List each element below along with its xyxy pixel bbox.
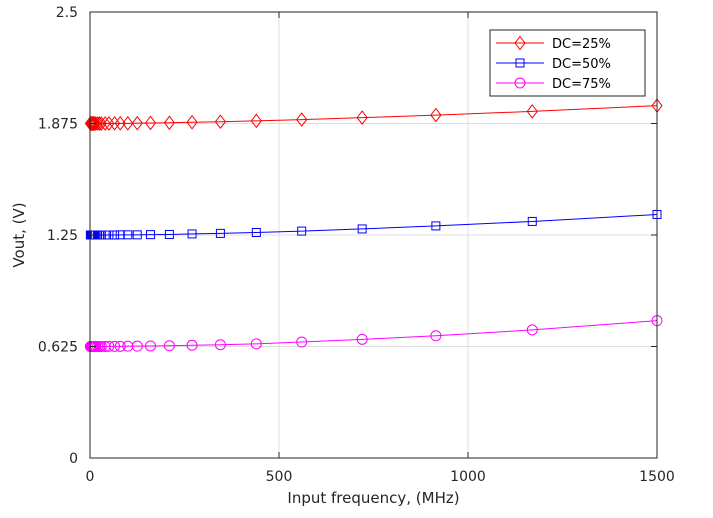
data-point (122, 340, 134, 352)
data-point (187, 229, 197, 239)
data-point (103, 340, 115, 352)
legend-item: DC=75% (496, 77, 611, 92)
data-point (164, 229, 174, 239)
data-point (99, 116, 111, 131)
x-tick-label: 500 (266, 469, 293, 485)
data-point (103, 116, 115, 131)
data-point (95, 116, 107, 131)
legend-marker (514, 77, 526, 89)
y-tick-label: 0 (69, 451, 78, 467)
data-point (93, 116, 106, 131)
data-point (526, 104, 538, 119)
data-point (131, 115, 143, 131)
legend-label: DC=25% (552, 37, 611, 52)
data-point (90, 116, 102, 131)
data-point (109, 340, 121, 352)
legend-item: DC=25% (496, 35, 611, 52)
legend: DC=25% DC=50% DC=75% (489, 29, 646, 97)
data-point (144, 340, 156, 352)
y-tick-label: 1.875 (38, 117, 78, 133)
data-point (145, 230, 155, 240)
data-point (91, 116, 104, 131)
y-tick-label: 1.25 (47, 228, 78, 244)
x-axis-label: Input frequency, (MHz) (287, 489, 459, 507)
data-point (99, 341, 111, 352)
data-point (186, 114, 198, 130)
data-point (356, 333, 368, 345)
data-point (95, 341, 107, 352)
axis-ticks: 0 500 1000 1500 0 0.625 1.25 1.875 2.5 (38, 5, 675, 485)
data-point (131, 340, 143, 352)
data-point (215, 228, 225, 238)
legend-label: DC=75% (552, 77, 611, 92)
data-point (527, 216, 537, 226)
y-tick-label: 0.625 (38, 340, 78, 356)
data-point (114, 340, 126, 352)
data-point (214, 339, 226, 351)
data-point (144, 115, 157, 131)
legend-item: DC=50% (496, 57, 611, 72)
data-point (122, 116, 134, 131)
data-point (114, 116, 126, 131)
data-point (296, 112, 308, 127)
data-point (526, 324, 538, 336)
data-point (431, 221, 441, 231)
legend-label: DC=50% (552, 57, 611, 72)
legend-marker (514, 35, 526, 51)
y-tick-label: 2.5 (56, 5, 78, 21)
data-point (110, 230, 120, 240)
data-point (104, 230, 114, 240)
data-point (430, 330, 442, 342)
data-point (186, 339, 198, 351)
data-point (132, 230, 142, 240)
data-point (214, 114, 227, 130)
data-point (163, 340, 175, 352)
data-point (163, 115, 176, 131)
data-point (430, 107, 442, 123)
x-tick-label: 0 (86, 469, 95, 485)
data-point (356, 110, 368, 125)
data-point (250, 338, 262, 350)
x-tick-label: 1000 (450, 469, 486, 485)
data-point (357, 224, 367, 234)
legend-marker (515, 58, 525, 68)
x-tick-label: 1500 (639, 469, 675, 485)
data-point (296, 336, 308, 348)
y-axis-label: Vout, (V) (10, 202, 28, 267)
data-point (108, 116, 121, 131)
data-point (250, 113, 262, 129)
data-point (251, 228, 261, 238)
data-point (297, 226, 307, 236)
data-point (123, 230, 133, 240)
